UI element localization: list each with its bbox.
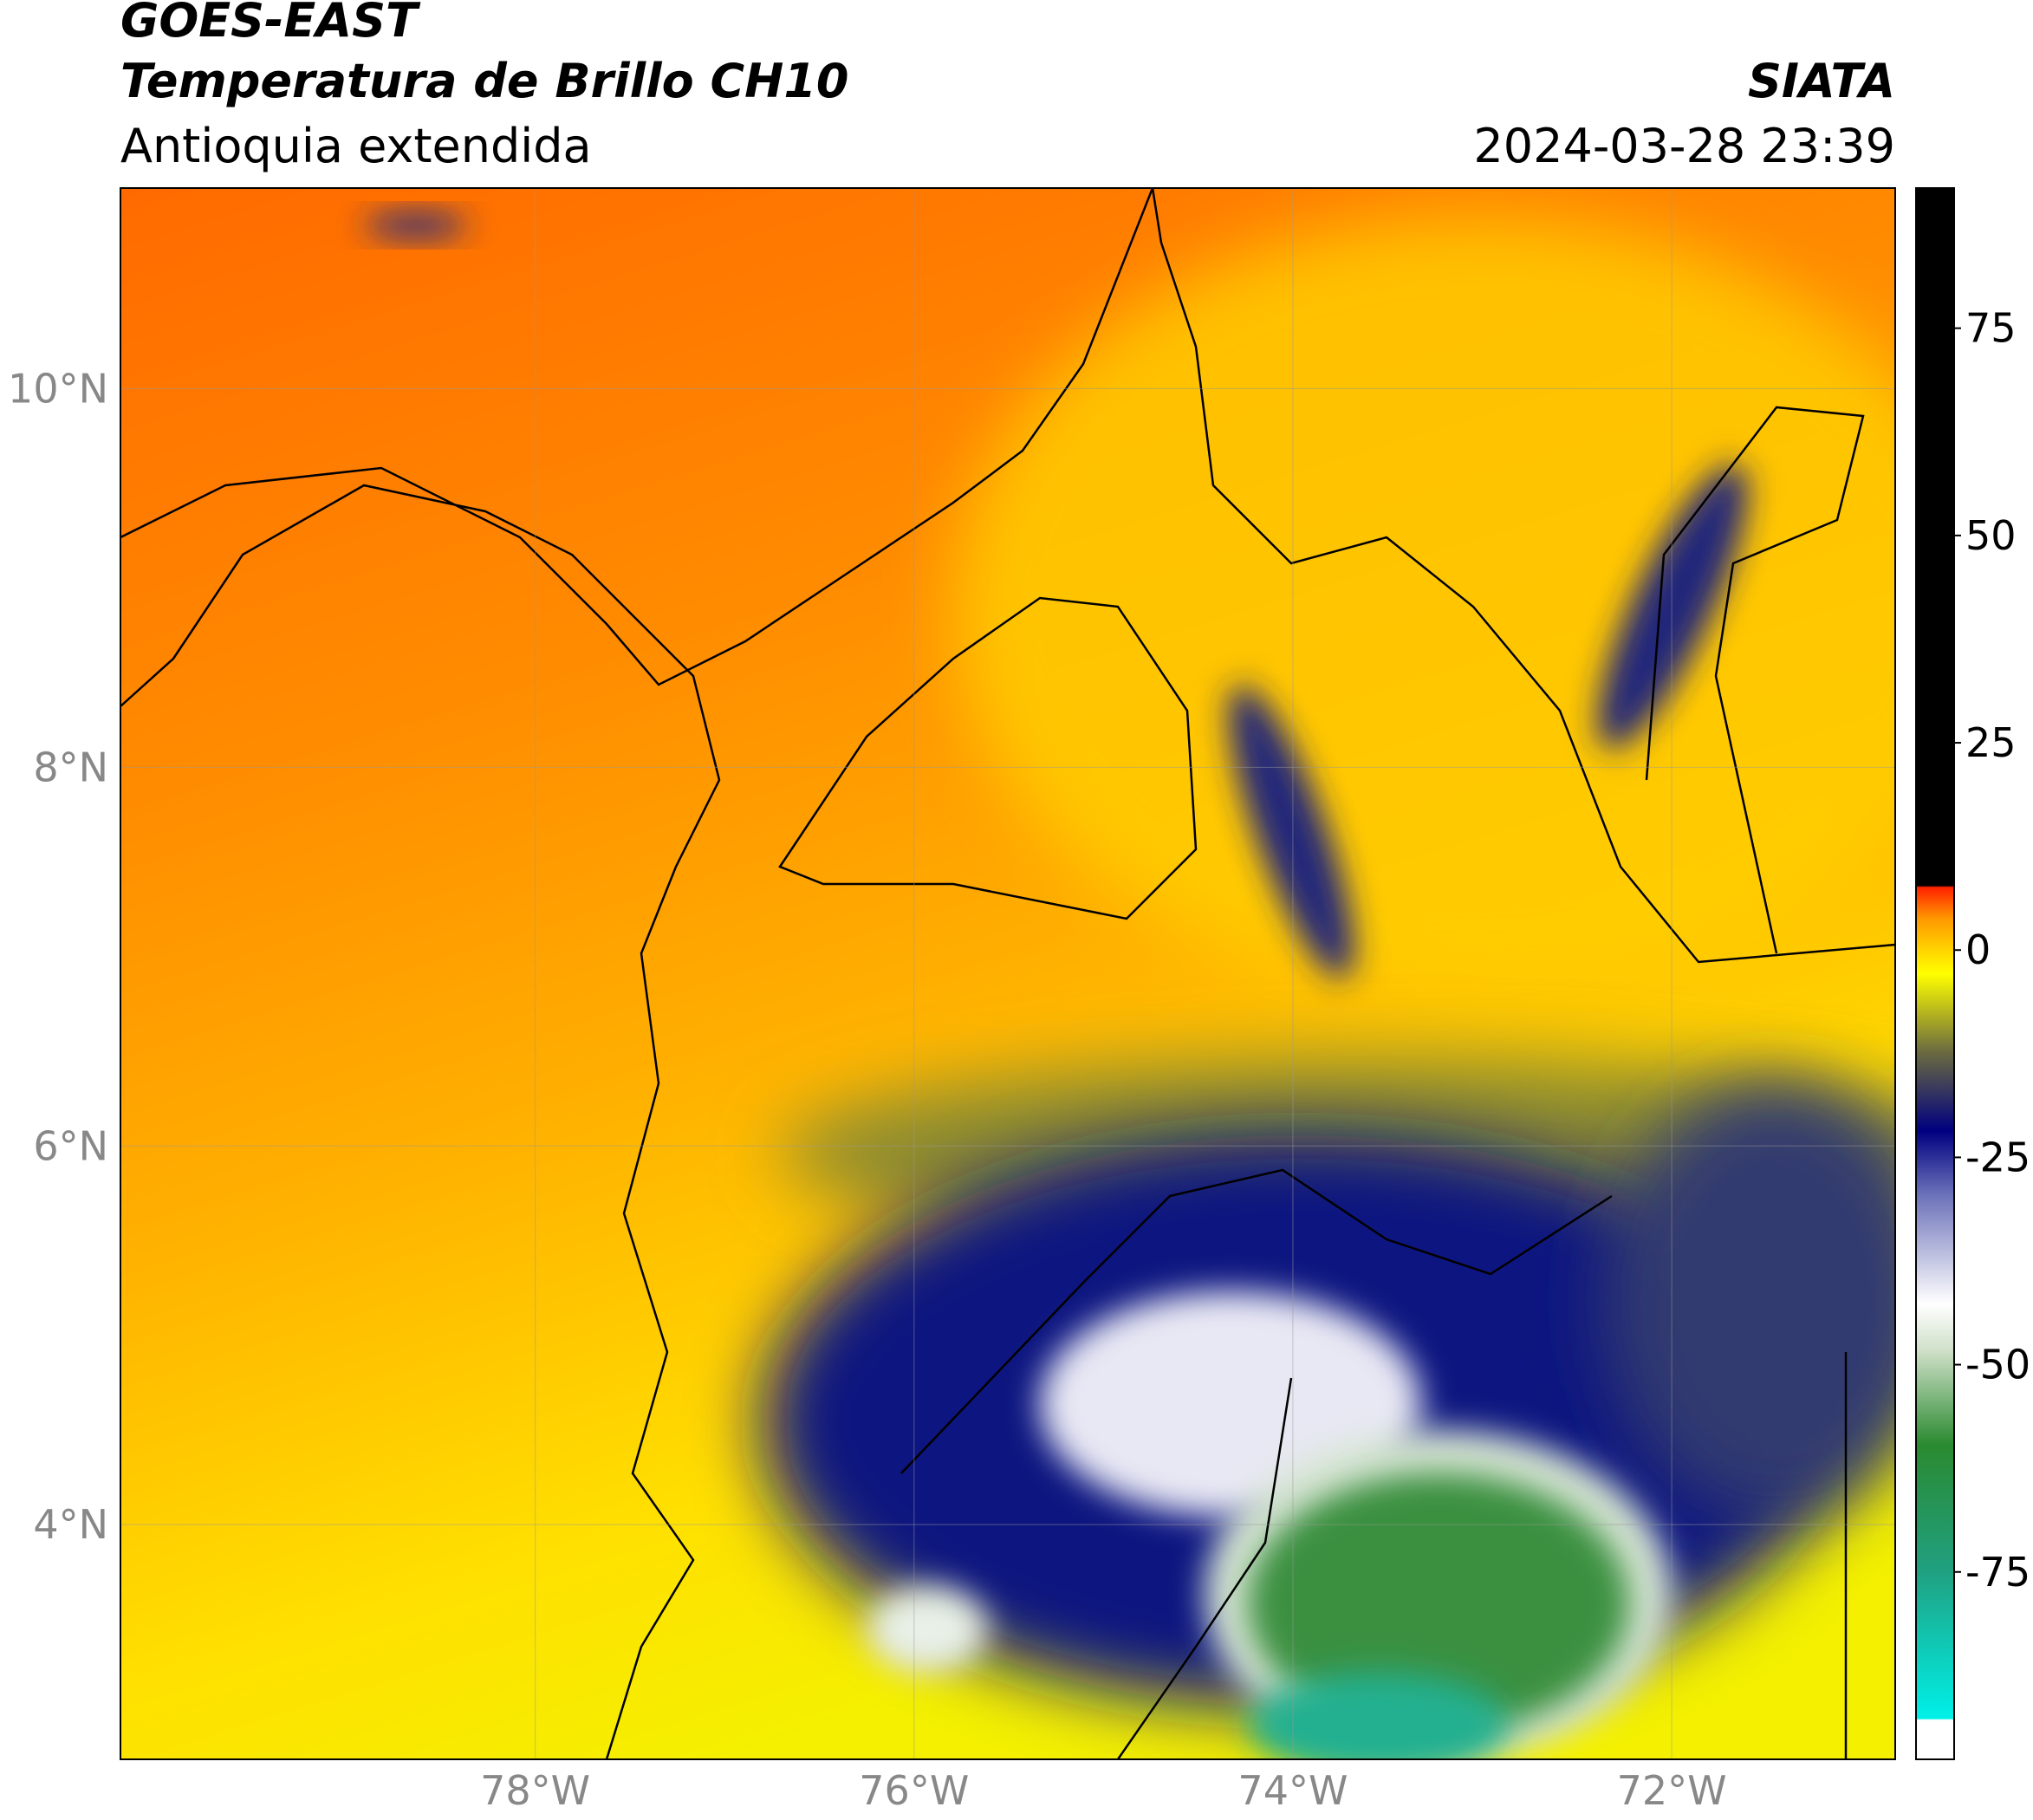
- x-tick-label: 74°W: [1237, 1767, 1348, 1814]
- colorbar-tick-label: -50: [1965, 1342, 2030, 1388]
- y-tick-label: 8°N: [33, 744, 108, 790]
- colorbar: [1915, 187, 1955, 1760]
- source: SIATA: [1748, 54, 1895, 108]
- colorbar-tick-label: 75: [1965, 305, 2017, 352]
- map-frame: [120, 187, 1896, 1760]
- colorbar-tick-label: 50: [1965, 512, 2017, 559]
- colorbar-tick-label: 25: [1965, 719, 2017, 766]
- subtitle: Temperatura de Brillo CH10: [120, 54, 849, 108]
- colorbar-tick-label: -25: [1965, 1134, 2030, 1180]
- grid: [120, 188, 1895, 1759]
- y-tick-label: 6°N: [33, 1122, 108, 1169]
- colorbar-tick-label: 0: [1965, 926, 1991, 973]
- imagery: [120, 188, 1895, 1759]
- datetime: 2024-03-28 23:39: [1473, 119, 1895, 173]
- region: Antioquia extendida: [120, 119, 592, 173]
- x-tick-label: 78°W: [480, 1767, 590, 1814]
- colorbar-tick-label: -75: [1965, 1549, 2030, 1596]
- y-tick-label: 4°N: [33, 1501, 108, 1548]
- x-tick-label: 76°W: [859, 1767, 969, 1814]
- x-tick-label: 72°W: [1617, 1767, 1727, 1814]
- y-tick-label: 10°N: [8, 366, 108, 413]
- title: GOES-EAST: [120, 0, 421, 48]
